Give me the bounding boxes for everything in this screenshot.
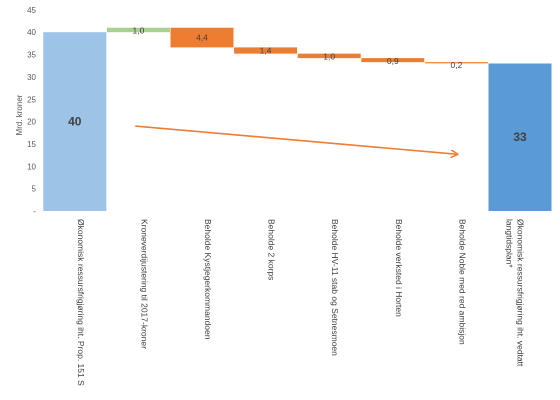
bar-3 [170, 27, 234, 48]
category-label: Beholde verksted i Horten [394, 219, 404, 317]
data-label: 1,4 [260, 46, 272, 56]
data-labels: 40 1,0 4,4 1,4 1,0 0,9 0,2 33 [68, 26, 527, 145]
bars [43, 27, 552, 212]
data-label: 40 [68, 115, 82, 129]
bar-7 [424, 62, 488, 64]
category-label: Økonomisk ressursfrigjøring iht. vedtatt… [505, 219, 526, 367]
y-tick-label: 45 [27, 6, 36, 15]
bar-8 [488, 63, 552, 211]
y-tick-label: 25 [27, 95, 36, 104]
y-tick-label: 5 [32, 185, 37, 194]
category-label: Kroneverdijustering til 2017-kroner [139, 219, 149, 349]
category-label: Beholde Noble med red ambisjon [457, 219, 467, 345]
data-label: 1,0 [323, 52, 335, 62]
data-label: 4,4 [196, 33, 208, 43]
y-tick-label: 10 [27, 162, 36, 171]
y-tick-label: 20 [27, 118, 36, 127]
x-axis-categories: Økonomisk ressursfrigjøring iht. Prop. 1… [76, 219, 526, 386]
data-label: 1,0 [132, 26, 144, 36]
category-label: Økonomisk ressursfrigjøring iht. Prop. 1… [76, 219, 86, 386]
y-axis-label: Mrd. kroner [15, 94, 24, 135]
y-tick-label: 15 [27, 140, 36, 149]
y-tick-label: 40 [27, 28, 36, 37]
data-label: 33 [513, 130, 527, 144]
bar-4 [234, 47, 298, 54]
y-tick-label: 30 [27, 73, 36, 82]
data-label: 0,9 [387, 56, 399, 66]
category-label: Beholde Kystjegerkommandoen [203, 219, 213, 340]
trend-arrow-line [135, 125, 456, 154]
data-label: 0,2 [450, 60, 462, 70]
bar-2 [106, 27, 170, 33]
y-tick-label: - [33, 207, 36, 216]
y-tick-label: 35 [27, 51, 36, 60]
bar-6 [361, 58, 425, 63]
y-axis: - 5 10 15 20 25 30 35 40 45 [27, 6, 36, 216]
category-label: Beholde HV-11 stab og Setnesmoen [330, 219, 340, 356]
trend-arrow [135, 125, 456, 154]
bar-1 [43, 32, 107, 212]
bar-5 [297, 53, 361, 59]
category-label: Beholde 2 korps [267, 219, 277, 280]
